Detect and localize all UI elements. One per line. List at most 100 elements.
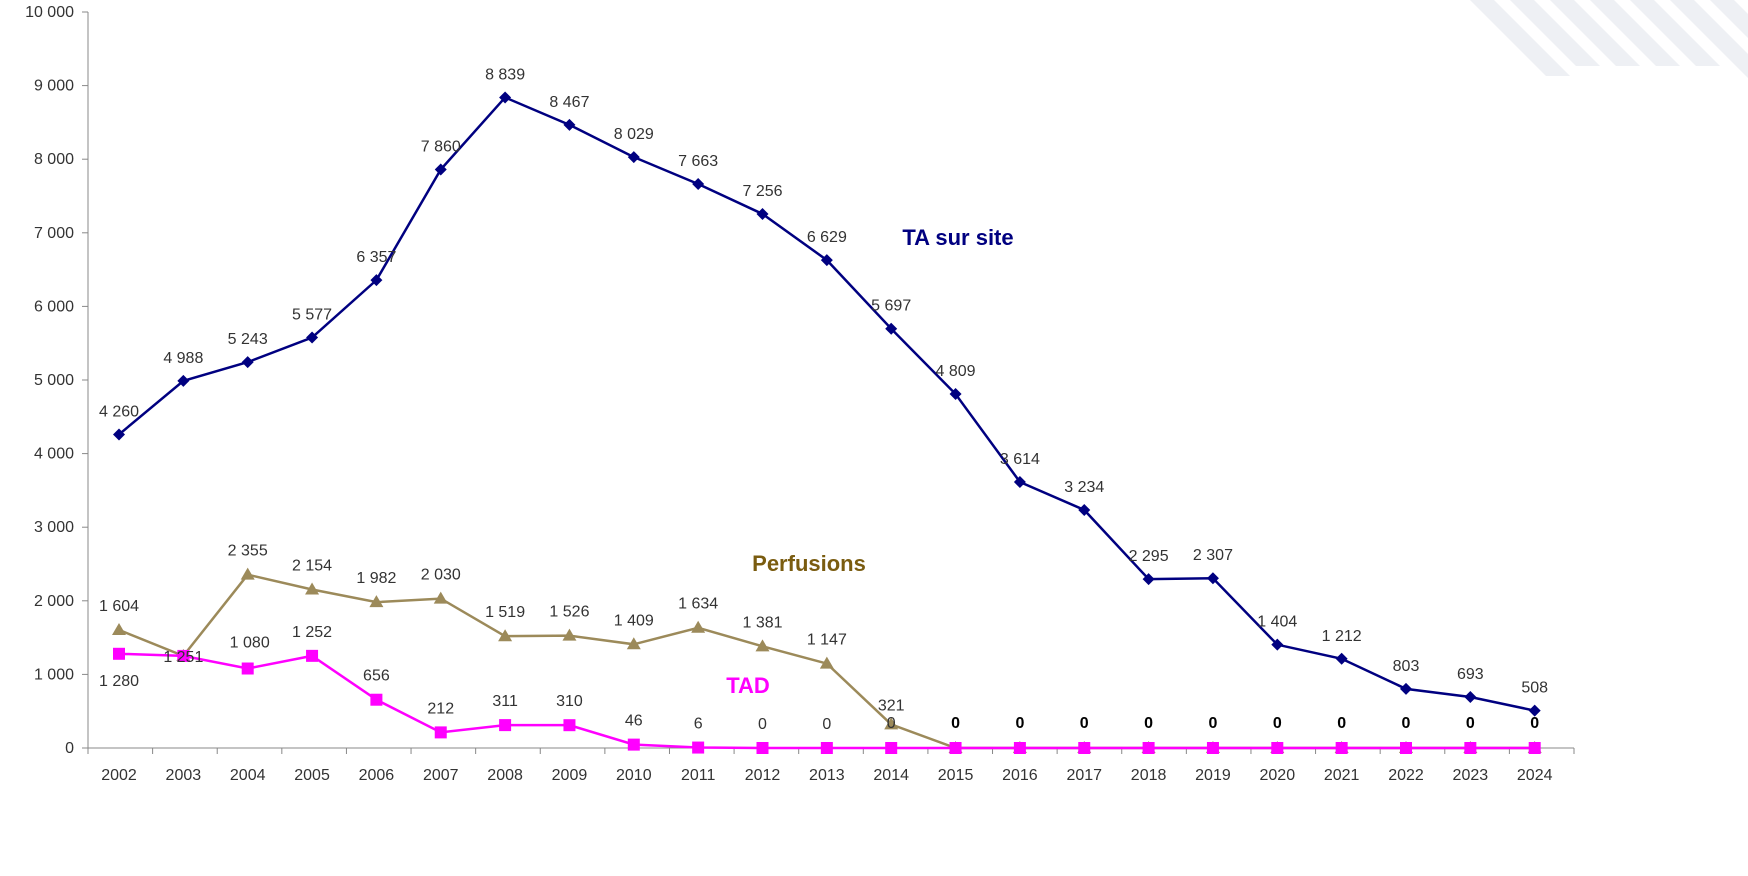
data-label: 0 bbox=[822, 716, 831, 733]
data-label: 1 634 bbox=[678, 596, 718, 613]
y-tick-label: 1 000 bbox=[34, 666, 74, 683]
y-tick-label: 6 000 bbox=[34, 298, 74, 315]
y-tick-label: 7 000 bbox=[34, 225, 74, 242]
data-label: 803 bbox=[1393, 658, 1420, 675]
data-label: 508 bbox=[1521, 680, 1548, 697]
data-point bbox=[305, 582, 320, 595]
data-label: 1 982 bbox=[356, 570, 396, 587]
data-label: 1 280 bbox=[99, 673, 139, 690]
data-point bbox=[498, 629, 513, 642]
y-tick-label: 5 000 bbox=[34, 372, 74, 389]
data-label: 1 381 bbox=[742, 614, 782, 631]
data-point bbox=[1335, 652, 1348, 665]
data-point bbox=[306, 331, 319, 344]
data-point bbox=[370, 274, 383, 287]
x-tick-label: 2009 bbox=[552, 767, 588, 784]
x-tick-label: 2002 bbox=[101, 767, 137, 784]
x-tick-label: 2012 bbox=[745, 767, 781, 784]
x-tick-label: 2016 bbox=[1002, 767, 1038, 784]
data-point bbox=[691, 620, 706, 633]
data-point bbox=[306, 649, 319, 662]
data-label: 8 839 bbox=[485, 66, 525, 83]
x-tick-label: 2003 bbox=[166, 767, 202, 784]
data-label: 46 bbox=[625, 713, 643, 730]
data-point bbox=[949, 742, 962, 754]
data-point bbox=[755, 639, 770, 652]
data-labels-layer: 4 260 4 988 5 243 5 577 6 357 7 860 8 839 8 467… bbox=[99, 66, 1548, 733]
data-point bbox=[1142, 742, 1155, 754]
series-name-label: Perfusions bbox=[752, 551, 866, 576]
data-point bbox=[885, 742, 898, 754]
x-tick-label: 2020 bbox=[1260, 767, 1296, 784]
data-label: 0 bbox=[1337, 715, 1346, 732]
x-tick-label: 2007 bbox=[423, 767, 459, 784]
data-label: 1 251 bbox=[163, 649, 203, 666]
data-point bbox=[1271, 742, 1284, 754]
data-label: 212 bbox=[427, 700, 454, 717]
data-point bbox=[499, 91, 512, 104]
series-name-label: TAD bbox=[726, 673, 770, 698]
data-label: 2 295 bbox=[1129, 548, 1169, 565]
data-label: 6 629 bbox=[807, 229, 847, 246]
data-point bbox=[1464, 742, 1477, 754]
x-tick-label: 2017 bbox=[1066, 767, 1102, 784]
data-point bbox=[627, 151, 640, 164]
data-point bbox=[626, 637, 641, 650]
data-point bbox=[1206, 742, 1219, 754]
y-tick-label: 0 bbox=[65, 740, 74, 757]
x-tick-label: 2011 bbox=[681, 767, 716, 784]
data-point bbox=[949, 388, 962, 401]
x-tick-label: 2008 bbox=[487, 767, 523, 784]
data-point bbox=[1206, 572, 1219, 585]
data-label: 7 860 bbox=[421, 139, 461, 156]
data-point bbox=[692, 178, 705, 191]
x-tick-label: 2022 bbox=[1388, 767, 1424, 784]
data-point bbox=[1400, 682, 1412, 695]
data-point bbox=[177, 374, 190, 387]
data-label: 6 357 bbox=[356, 249, 396, 266]
x-tick-label: 2018 bbox=[1131, 767, 1167, 784]
data-point bbox=[241, 356, 254, 369]
data-label: 3 234 bbox=[1064, 479, 1104, 496]
data-point bbox=[1078, 742, 1091, 754]
y-tick-label: 3 000 bbox=[34, 519, 74, 536]
data-point bbox=[113, 428, 125, 441]
x-tick-label: 2021 bbox=[1324, 767, 1360, 784]
x-tick-label: 2004 bbox=[230, 767, 266, 784]
data-point bbox=[819, 656, 834, 669]
data-point bbox=[240, 567, 255, 580]
data-label: 0 bbox=[1273, 715, 1282, 732]
data-label: 311 bbox=[492, 693, 518, 710]
data-point bbox=[433, 591, 448, 604]
y-tick-label: 10 000 bbox=[25, 4, 74, 21]
data-point bbox=[434, 163, 447, 176]
x-tick-label: 2005 bbox=[294, 767, 330, 784]
data-point bbox=[820, 254, 833, 267]
data-label: 0 bbox=[1402, 715, 1411, 732]
data-label: 0 bbox=[1530, 715, 1539, 732]
data-label: 2 355 bbox=[228, 543, 268, 560]
data-point bbox=[370, 693, 383, 706]
data-label: 5 243 bbox=[228, 331, 268, 348]
data-point bbox=[113, 647, 125, 660]
data-point bbox=[1335, 742, 1348, 754]
data-label: 7 256 bbox=[742, 183, 782, 200]
y-tick-label: 4 000 bbox=[34, 446, 74, 463]
data-label: 2 030 bbox=[421, 567, 461, 584]
data-label: 6 bbox=[694, 716, 703, 733]
data-point bbox=[112, 622, 126, 635]
y-tick-label: 2 000 bbox=[34, 593, 74, 610]
series-name-layer: TA sur site Perfusions TAD bbox=[726, 225, 1013, 698]
data-label: 1 604 bbox=[99, 598, 139, 615]
data-label: 656 bbox=[363, 668, 390, 685]
data-label: 1 409 bbox=[614, 612, 654, 629]
data-label: 8 467 bbox=[549, 94, 589, 111]
data-point bbox=[820, 742, 833, 754]
x-tick-label: 2013 bbox=[809, 767, 845, 784]
data-point bbox=[563, 719, 576, 732]
data-label: 3 614 bbox=[1000, 451, 1040, 468]
data-point bbox=[1078, 503, 1091, 516]
data-label: 1 404 bbox=[1257, 614, 1297, 631]
data-point bbox=[756, 742, 769, 754]
